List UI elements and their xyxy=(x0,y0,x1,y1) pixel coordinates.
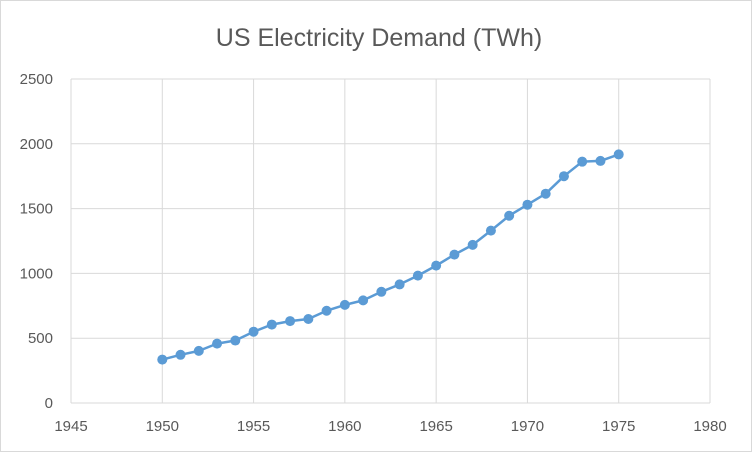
series-line xyxy=(157,149,624,365)
data-point xyxy=(339,299,350,310)
x-tick-label: 1970 xyxy=(511,418,544,435)
x-tick-label: 1975 xyxy=(602,418,635,435)
y-tick-label: 2500 xyxy=(20,71,53,88)
data-point xyxy=(412,270,423,281)
y-tick-label: 1000 xyxy=(20,265,53,282)
data-point xyxy=(266,319,277,330)
data-point xyxy=(522,199,533,210)
data-point xyxy=(193,345,204,356)
data-point xyxy=(540,188,551,199)
data-point xyxy=(577,156,588,167)
data-point xyxy=(175,349,186,360)
data-point xyxy=(613,149,624,160)
data-point xyxy=(285,316,296,327)
data-point xyxy=(230,335,241,346)
x-tick-label: 1965 xyxy=(419,418,452,435)
data-point xyxy=(431,260,442,271)
data-point xyxy=(376,286,387,297)
data-point xyxy=(212,338,223,349)
data-point xyxy=(467,239,478,250)
data-point xyxy=(358,295,369,306)
data-point xyxy=(248,326,259,337)
x-tick-label: 1960 xyxy=(328,418,361,435)
series-polyline xyxy=(161,153,620,361)
data-point xyxy=(595,155,606,166)
gridlines xyxy=(70,78,711,404)
data-point xyxy=(504,210,515,221)
x-tick-label: 1980 xyxy=(693,418,726,435)
data-point xyxy=(558,171,569,182)
x-tick-label: 1945 xyxy=(54,418,87,435)
y-tick-label: 500 xyxy=(28,330,53,347)
data-point xyxy=(394,279,405,290)
axis-ticks: 0 500 1000 1500 2000 2500 1945 1950 1955 1960 1965… xyxy=(20,71,727,435)
x-tick-label: 1950 xyxy=(146,418,179,435)
x-tick-label: 1955 xyxy=(237,418,270,435)
y-tick-label: 1500 xyxy=(20,201,53,218)
data-point xyxy=(303,314,314,325)
y-tick-label: 0 xyxy=(45,395,53,412)
chart-title: US Electricity Demand (TWh) xyxy=(216,24,542,52)
data-point xyxy=(157,354,168,365)
y-tick-label: 2000 xyxy=(20,136,53,153)
data-point xyxy=(321,305,332,316)
data-point xyxy=(485,225,496,236)
data-point xyxy=(449,249,460,260)
